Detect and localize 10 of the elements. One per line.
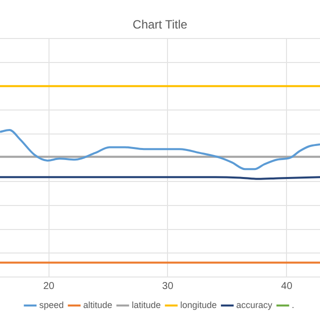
legend-label: latitude [132, 300, 161, 310]
legend-label: speed [39, 300, 64, 310]
chart-title: Chart Title [132, 18, 188, 32]
x-tick-label: 40 [281, 280, 293, 292]
legend-label: longitude [180, 300, 217, 310]
x-tick-label: 20 [43, 280, 55, 292]
legend-label: altitude [83, 300, 112, 310]
x-tick-label: 30 [162, 280, 174, 292]
legend-label: accuracy [236, 300, 273, 310]
legend-label: . [292, 300, 294, 310]
